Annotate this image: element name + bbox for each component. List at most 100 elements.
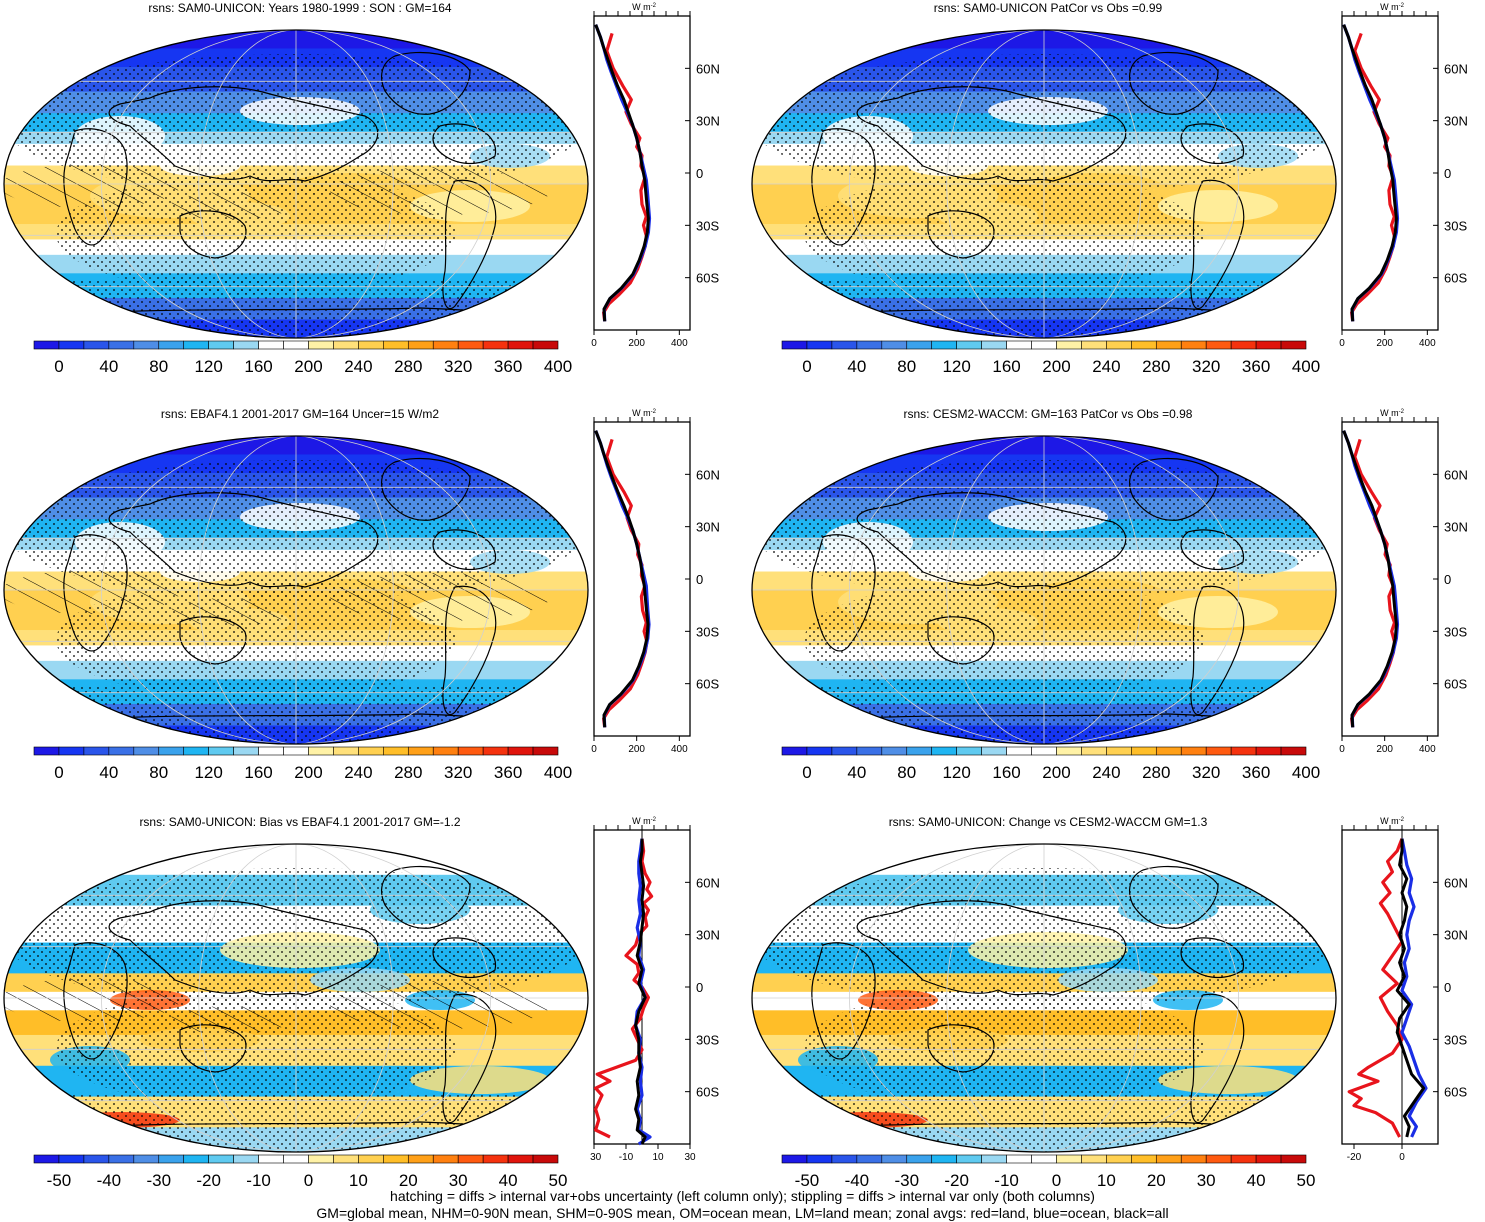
colorbar-box bbox=[1081, 746, 1107, 756]
zonal-mean-profile: W m-2 60N 30N 0 30S 60S 0 200 400 bbox=[1339, 2, 1468, 349]
coastline bbox=[1190, 993, 1245, 1123]
coastline bbox=[179, 1024, 247, 1073]
colorbar-box bbox=[1056, 340, 1082, 350]
lat-tick-label: 30N bbox=[696, 520, 720, 535]
zonal-mean-profile: W m-2 60N 30N 0 30S 60S 0 200 400 bbox=[591, 408, 720, 755]
lat-tick-label: 60S bbox=[696, 677, 719, 692]
colorbar-box bbox=[158, 746, 185, 756]
longitude-gridline bbox=[198, 436, 297, 744]
coastline bbox=[63, 942, 128, 1060]
world-map bbox=[3, 29, 589, 339]
lat-tick-label: 60N bbox=[696, 875, 720, 890]
zonal-all-line bbox=[1342, 24, 1398, 322]
map-field bbox=[752, 844, 1336, 1152]
longitude-gridline bbox=[1043, 30, 1239, 338]
colorbar-label: 50 bbox=[1297, 1171, 1316, 1190]
lat-tick-label: 0 bbox=[696, 980, 703, 995]
longitude-gridline bbox=[946, 30, 1045, 338]
zonal-land-line bbox=[1350, 438, 1397, 728]
colorbar-box bbox=[33, 746, 60, 756]
colorbar-box bbox=[507, 1154, 534, 1164]
colorbar-box bbox=[233, 340, 259, 350]
colorbar-label: 280 bbox=[394, 763, 422, 782]
colorbar-box bbox=[333, 746, 359, 756]
panel-5: rsns: SAM0-UNICON: Bias vs EBAF4.1 2001-… bbox=[0, 814, 740, 1194]
colorbar-box bbox=[1056, 1154, 1082, 1164]
field-band bbox=[752, 30, 1336, 50]
colorbar: -50 -40 -30 -20 -10 0 10 20 30 40 50 bbox=[33, 1154, 567, 1190]
lat-tick-label: 60S bbox=[1444, 1085, 1467, 1100]
colorbar-box bbox=[1155, 746, 1182, 756]
coastline bbox=[927, 210, 995, 259]
coastline bbox=[432, 529, 497, 571]
coastline bbox=[1190, 179, 1245, 309]
colorbar-box bbox=[1180, 340, 1207, 350]
map-border bbox=[3, 29, 589, 339]
colorbar-label: 80 bbox=[149, 357, 168, 376]
colorbar-box bbox=[906, 340, 933, 350]
longitude-gridline bbox=[849, 30, 1045, 338]
colorbar-box bbox=[183, 746, 209, 756]
colorbar-box bbox=[1230, 340, 1257, 350]
colorbar-box bbox=[83, 340, 110, 350]
colorbar-box bbox=[1205, 1154, 1232, 1164]
zonal-all-line bbox=[1342, 430, 1398, 728]
hatching bbox=[170, 598, 290, 626]
panel-3: rsns: EBAF4.1 2001-2017 GM=164 Uncer=15 … bbox=[0, 406, 740, 806]
stippling bbox=[804, 174, 1204, 294]
colorbar-box bbox=[931, 1154, 957, 1164]
colorbar-label: -30 bbox=[894, 1171, 919, 1190]
colorbar-box bbox=[283, 746, 309, 756]
unit-label: W m-2 bbox=[632, 408, 656, 418]
colorbar-box bbox=[831, 1154, 858, 1164]
colorbar-box bbox=[1255, 1154, 1282, 1164]
x-tick-label: 0 bbox=[1339, 338, 1345, 349]
colorbar-box bbox=[333, 1154, 359, 1164]
colorbar-box bbox=[183, 340, 209, 350]
colorbar-box bbox=[482, 340, 509, 350]
colorbar-box bbox=[1106, 1154, 1132, 1164]
colorbar-label: 0 bbox=[802, 763, 811, 782]
colorbar-label: 80 bbox=[149, 763, 168, 782]
hatching bbox=[4, 570, 180, 614]
hatching bbox=[170, 1006, 290, 1034]
colorbar-label: 160 bbox=[992, 357, 1020, 376]
x-tick-label: 0 bbox=[1399, 1152, 1405, 1163]
colorbar-label: 30 bbox=[449, 1171, 468, 1190]
map-border bbox=[3, 843, 589, 1153]
panel-6: rsns: SAM0-UNICON: Change vs CESM2-WACCM… bbox=[748, 814, 1485, 1194]
colorbar-box bbox=[208, 746, 234, 756]
colorbar-box bbox=[208, 340, 234, 350]
colorbar-box bbox=[1131, 1154, 1157, 1164]
colorbar-box bbox=[58, 340, 85, 350]
lat-tick-label: 0 bbox=[1444, 166, 1451, 181]
lat-tick-label: 0 bbox=[696, 572, 703, 587]
colorbar-box bbox=[532, 746, 559, 756]
colorbar-label: 40 bbox=[99, 763, 118, 782]
lat-tick-label: 60S bbox=[1444, 271, 1467, 286]
colorbar-box bbox=[831, 340, 858, 350]
colorbar-box bbox=[83, 1154, 110, 1164]
colorbar-box bbox=[1230, 746, 1257, 756]
colorbar: 0 40 80 120 160 200 240 280 320 360 400 bbox=[33, 340, 572, 376]
coastline bbox=[442, 993, 497, 1123]
colorbar-label: 0 bbox=[802, 357, 811, 376]
colorbar-box bbox=[457, 1154, 484, 1164]
map-border bbox=[751, 29, 1337, 339]
colorbar-label: 40 bbox=[499, 1171, 518, 1190]
colorbar-box bbox=[407, 340, 434, 350]
colorbar-box bbox=[1006, 340, 1032, 350]
zonal-land-line bbox=[602, 32, 648, 322]
colorbar-label: 200 bbox=[294, 763, 322, 782]
colorbar-label: 160 bbox=[244, 357, 272, 376]
lat-tick-label: 60S bbox=[1444, 677, 1467, 692]
colorbar-box bbox=[956, 746, 982, 756]
colorbar-box bbox=[856, 746, 883, 756]
x-tick-label: 0 bbox=[591, 338, 597, 349]
colorbar-label: 40 bbox=[847, 763, 866, 782]
colorbar-box bbox=[457, 340, 484, 350]
world-map bbox=[751, 29, 1337, 339]
zonal-land-line bbox=[593, 838, 654, 1139]
colorbar-box bbox=[333, 340, 359, 350]
zonal-land-line bbox=[1347, 838, 1404, 1138]
